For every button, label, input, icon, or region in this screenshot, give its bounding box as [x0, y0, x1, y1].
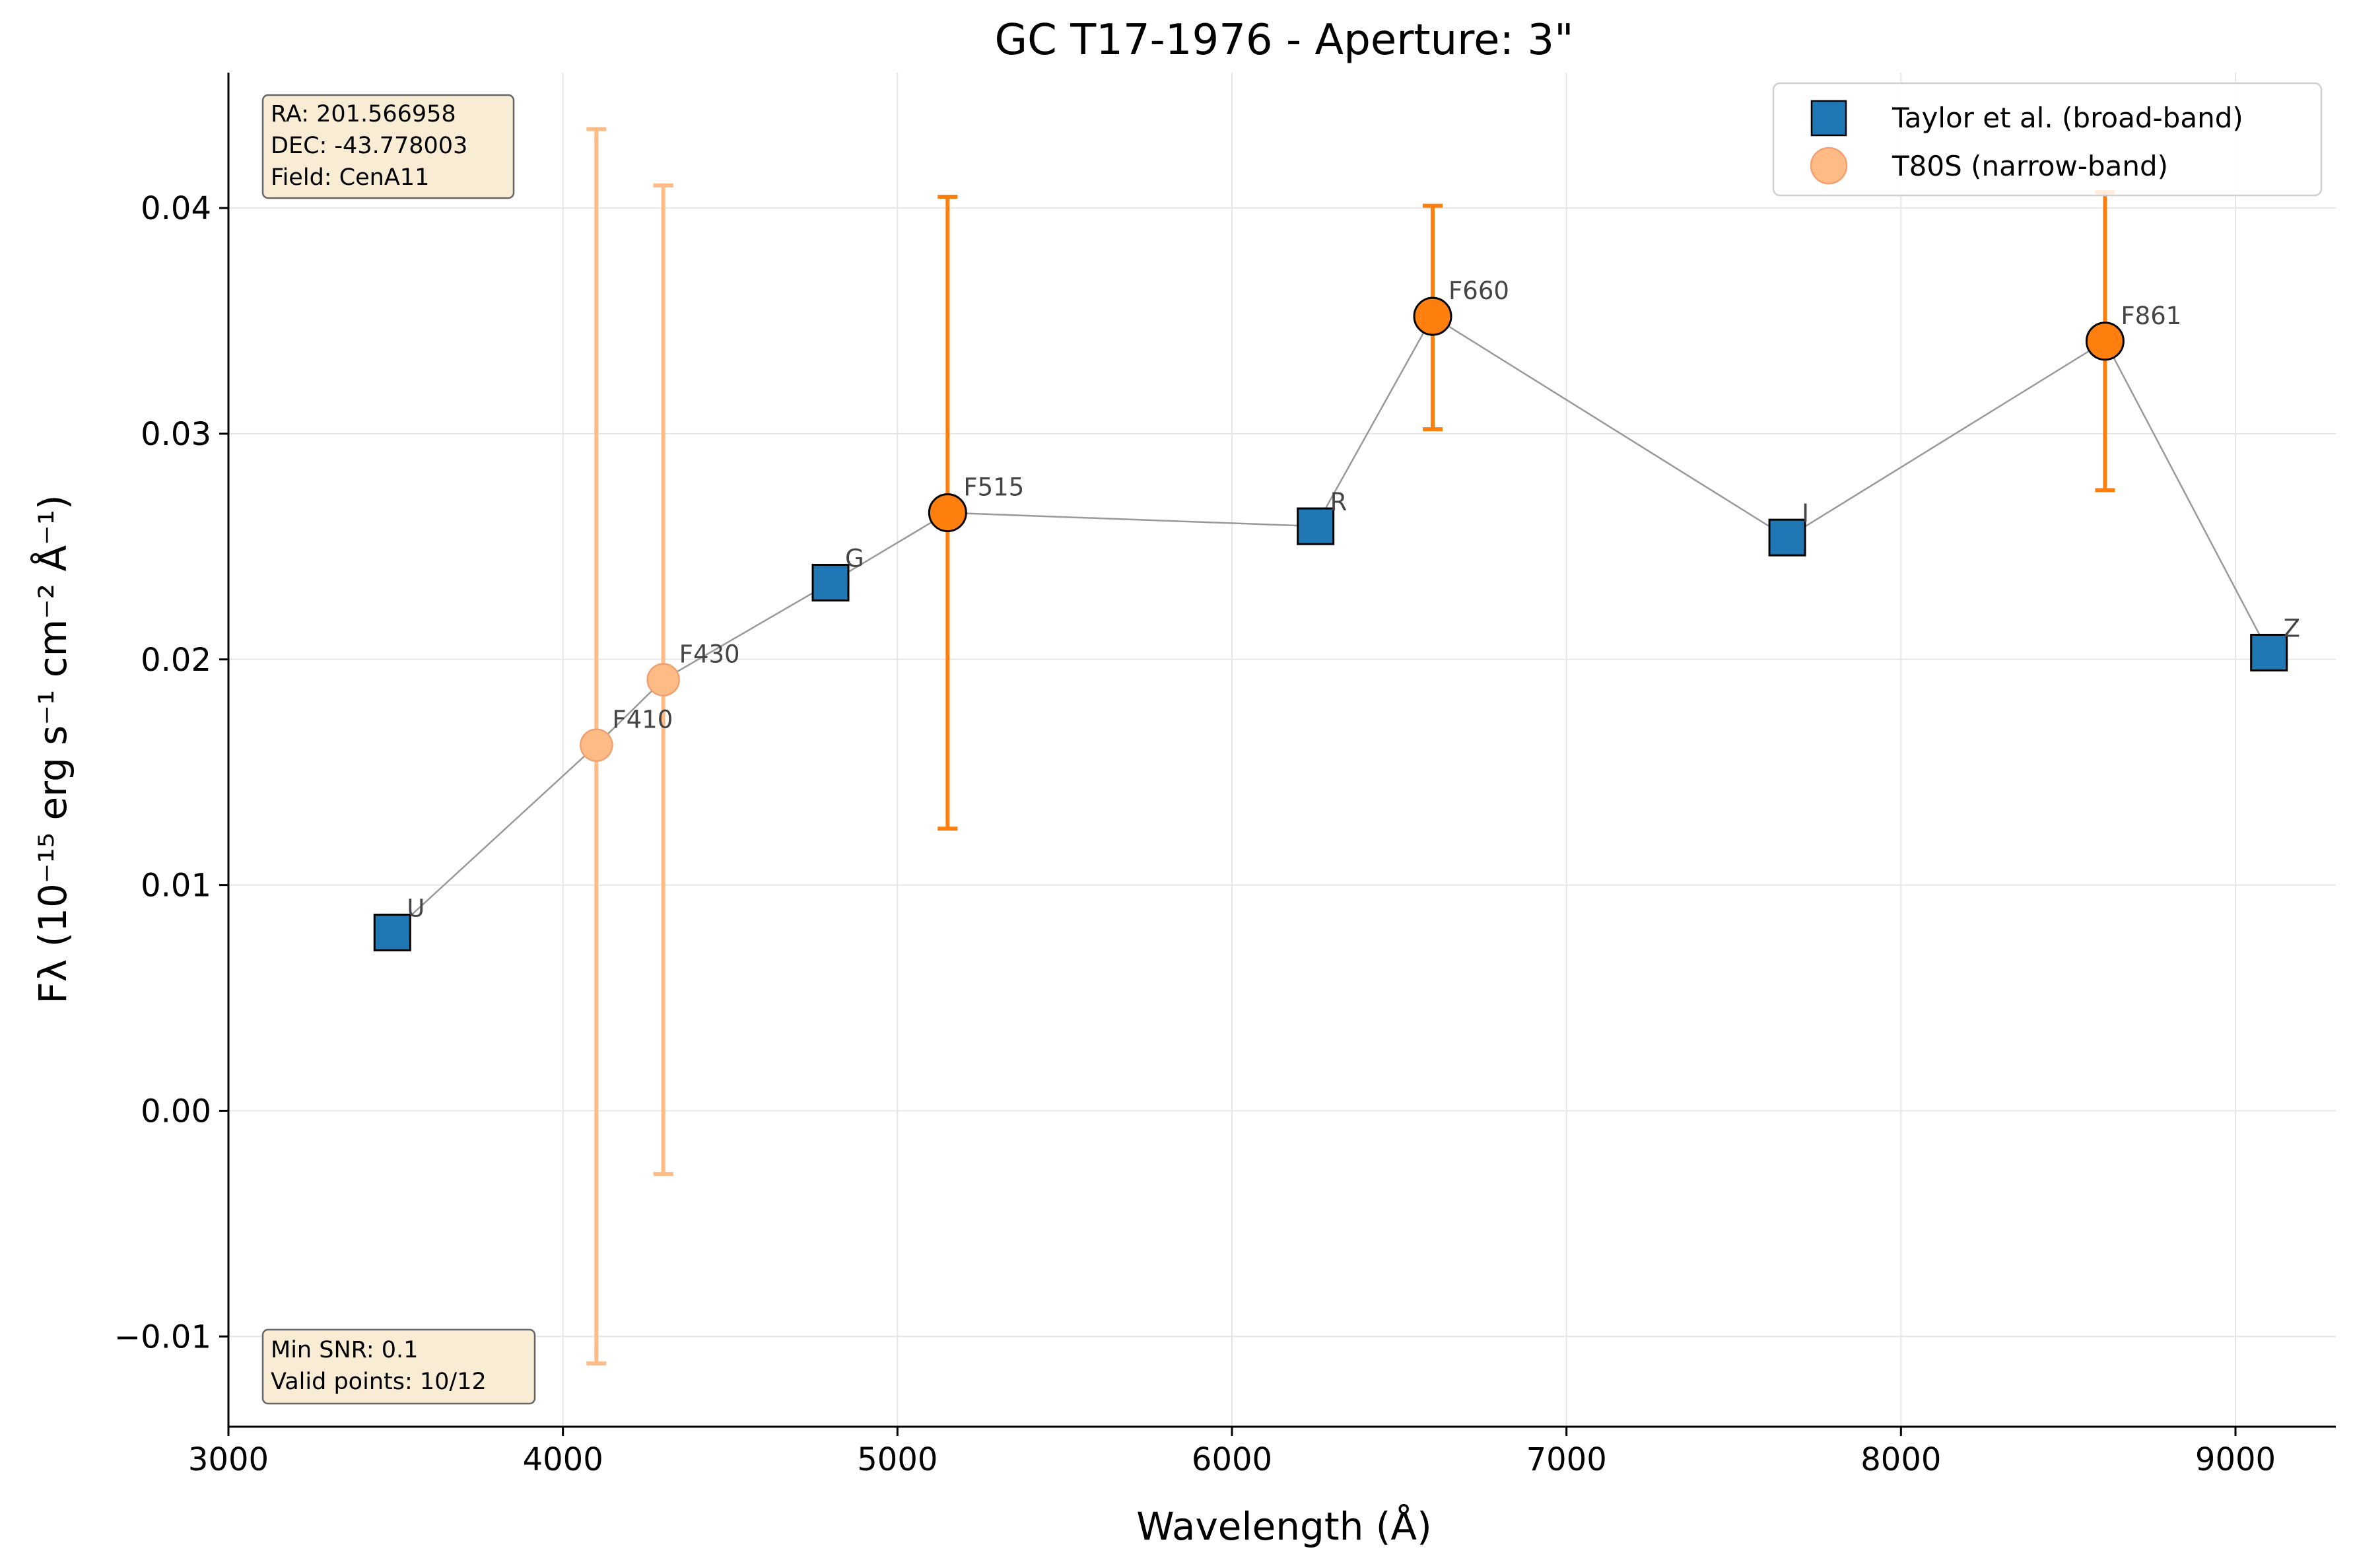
narrow-band-marker — [646, 663, 680, 697]
narrow-band-marker — [580, 728, 613, 762]
x-tick-label: 5000 — [857, 1441, 938, 1478]
broad-band-marker — [811, 564, 850, 602]
legend-broad-marker — [1810, 100, 1847, 137]
legend: Taylor et al. (broad-band) T80S (narrow-… — [1772, 82, 2323, 197]
info-dec: DEC: -43.778003 — [271, 133, 467, 159]
connecting-line — [392, 315, 2270, 934]
info-field: Field: CenA11 — [271, 164, 429, 191]
narrow-band-marker — [1413, 296, 1452, 336]
x-tick-label: 6000 — [1192, 1441, 1272, 1478]
y-tick-label: 0.03 — [141, 416, 211, 453]
y-tick-label: 0.01 — [141, 868, 211, 904]
point-label: R — [1330, 488, 1347, 516]
info-ra: RA: 201.566958 — [271, 101, 456, 127]
point-label: F660 — [1449, 277, 1509, 305]
narrow-band-marker — [928, 493, 967, 533]
info-box-bottom: Min SNR: 0.1 Valid points: 10/12 — [261, 1328, 536, 1405]
data-markers — [373, 296, 2288, 951]
axes — [227, 73, 2336, 1428]
info-valid-points: Valid points: 10/12 — [271, 1369, 487, 1395]
y-tick-label: 0.02 — [141, 642, 211, 679]
info-box-top-bg — [261, 94, 515, 199]
point-label: U — [407, 894, 425, 922]
legend-narrow-marker — [1810, 147, 1848, 185]
y-tick-label: 0.00 — [141, 1093, 211, 1130]
legend-frame — [1772, 82, 2323, 197]
point-labels: U G R I Z F410 F430 F515 F660 F861 — [407, 277, 2300, 922]
point-label: G — [845, 545, 864, 573]
point-label: Z — [2284, 615, 2300, 643]
info-box-top: RA: 201.566958 DEC: -43.778003 Field: Ce… — [261, 94, 515, 199]
x-tick-label: 8000 — [1860, 1441, 1941, 1478]
grid-lines — [228, 73, 2336, 1427]
point-label: I — [1802, 499, 1809, 528]
broad-band-marker — [1768, 518, 1806, 557]
legend-narrow-label: T80S (narrow-band) — [1892, 150, 2168, 182]
y-ticks: −0.01 0.00 0.01 0.02 0.03 0.04 — [114, 190, 228, 1355]
connecting-line-group — [392, 315, 2270, 934]
point-label: F515 — [963, 473, 1024, 502]
chart-title: GC T17-1976 - Aperture: 3" — [995, 16, 1574, 65]
x-tick-label: 4000 — [523, 1441, 603, 1478]
y-axis-label: Fλ (10⁻¹⁵ erg s⁻¹ cm⁻² Å⁻¹) — [30, 494, 75, 1004]
legend-broad-label: Taylor et al. (broad-band) — [1892, 102, 2243, 134]
error-bars — [586, 127, 2115, 1366]
y-tick-label: 0.04 — [141, 190, 211, 227]
point-label: F861 — [2121, 302, 2181, 330]
point-label: F410 — [612, 706, 673, 734]
broad-band-marker — [2250, 634, 2288, 672]
x-tick-label: 9000 — [2195, 1441, 2276, 1478]
y-tick-label: −0.01 — [114, 1318, 211, 1355]
point-label: F430 — [679, 640, 740, 669]
narrow-band-marker — [2085, 322, 2125, 361]
x-tick-label: 3000 — [188, 1441, 269, 1478]
info-box-bottom-bg — [261, 1328, 536, 1405]
info-min-snr: Min SNR: 0.1 — [271, 1337, 418, 1363]
x-axis-label: Wavelength (Å) — [1136, 1503, 1431, 1549]
x-tick-label: 7000 — [1526, 1441, 1607, 1478]
x-ticks: 3000 4000 5000 6000 7000 8000 9000 — [188, 1427, 2276, 1478]
broad-band-marker — [373, 913, 411, 951]
broad-band-marker — [1297, 507, 1335, 545]
